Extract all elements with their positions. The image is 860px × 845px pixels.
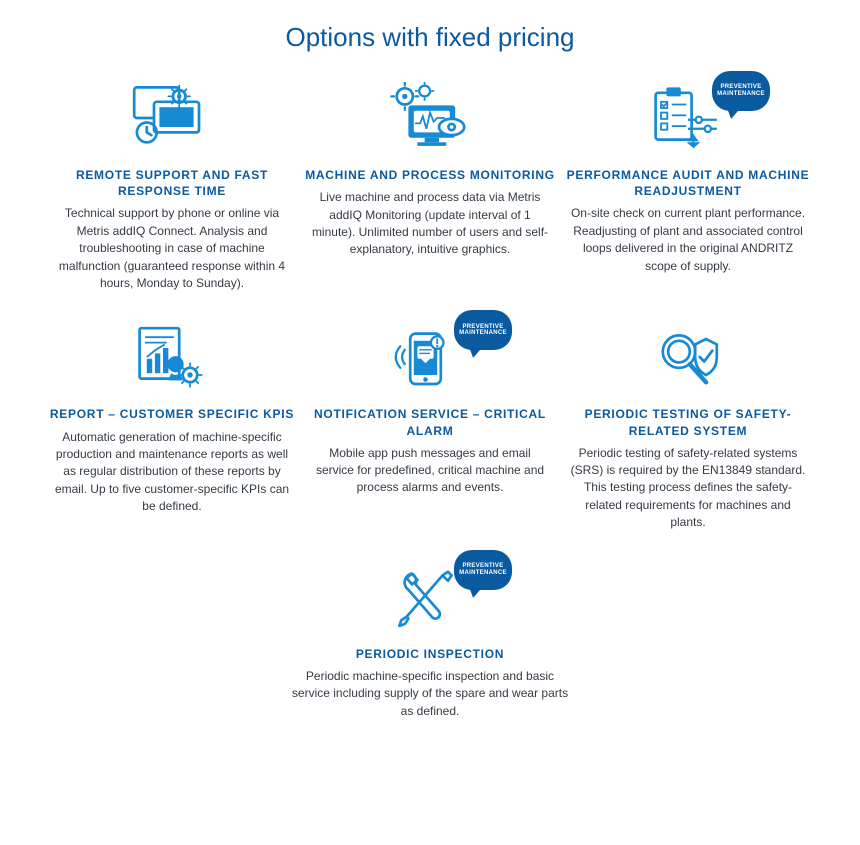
card-monitoring: MACHINE AND PROCESS MONITORING Live mach…	[305, 77, 555, 292]
notification-icon: PREVENTIVEMAINTENANCE	[370, 316, 490, 398]
card-notification: PREVENTIVEMAINTENANCE NOTIFICATION SERVI…	[305, 316, 555, 531]
options-grid: REMOTE SUPPORT AND FAST RESPONSE TIME Te…	[0, 71, 860, 738]
card-title: MACHINE AND PROCESS MONITORING	[305, 167, 555, 183]
card-body: Automatic generation of machine-specific…	[47, 429, 297, 516]
card-title: REPORT – CUSTOMER SPECIFIC KPIs	[50, 406, 294, 422]
kpi-report-icon	[112, 316, 232, 398]
monitoring-icon	[370, 77, 490, 159]
preventive-maintenance-badge: PREVENTIVEMAINTENANCE	[454, 550, 512, 590]
card-kpi-report: REPORT – CUSTOMER SPECIFIC KPIs Automati…	[47, 316, 297, 531]
card-body: Live machine and process data via Metris…	[305, 189, 555, 259]
card-title: REMOTE SUPPORT AND FAST RESPONSE TIME	[47, 167, 297, 199]
card-remote-support: REMOTE SUPPORT AND FAST RESPONSE TIME Te…	[47, 77, 297, 292]
preventive-maintenance-badge: PREVENTIVEMAINTENANCE	[712, 71, 770, 111]
preventive-maintenance-badge: PREVENTIVEMAINTENANCE	[454, 310, 512, 350]
remote-support-icon	[112, 77, 232, 159]
card-periodic-inspection: PREVENTIVEMAINTENANCE PERIODIC INSPECTIO…	[280, 556, 580, 720]
card-body: On-site check on current plant performan…	[563, 205, 813, 275]
page-title: Options with fixed pricing	[0, 0, 860, 71]
card-title: PERIODIC INSPECTION	[356, 646, 504, 662]
card-safety-testing: PERIODIC TESTING OF SAFETY-RELATED SYSTE…	[563, 316, 813, 531]
card-body: Technical support by phone or online via…	[47, 205, 297, 292]
safety-testing-icon	[628, 316, 748, 398]
periodic-inspection-icon: PREVENTIVEMAINTENANCE	[370, 556, 490, 638]
card-title: PERIODIC TESTING OF SAFETY-RELATED SYSTE…	[563, 406, 813, 438]
card-body: Periodic testing of safety-related syste…	[563, 445, 813, 532]
performance-audit-icon: PREVENTIVEMAINTENANCE	[628, 77, 748, 159]
card-title: NOTIFICATION SERVICE – CRITICAL ALARM	[305, 406, 555, 438]
card-title: PERFORMANCE AUDIT AND MACHINE READJUSTME…	[563, 167, 813, 199]
card-body: Mobile app push messages and email servi…	[305, 445, 555, 497]
card-performance-audit: PREVENTIVEMAINTENANCE PERFORMANCE A	[563, 77, 813, 292]
card-body: Periodic machine-specific inspection and…	[280, 668, 580, 720]
